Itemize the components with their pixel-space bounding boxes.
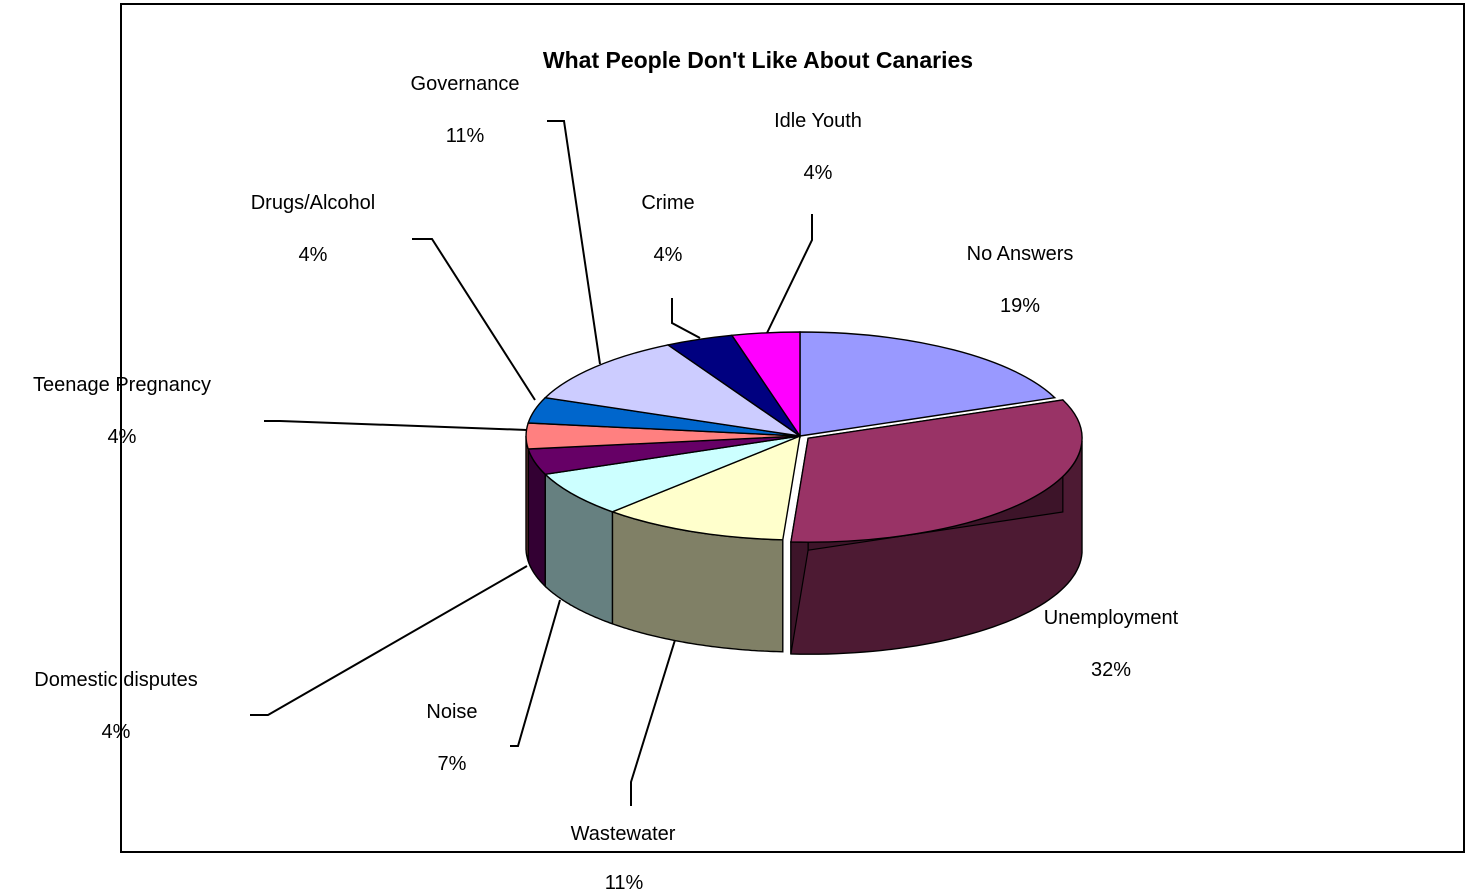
pie-slice-unemployment <box>790 399 1083 543</box>
leader-line-crime <box>671 298 701 339</box>
chart-title: What People Don't Like About Canaries <box>543 47 973 73</box>
slice-value-teenage-pregnancy: 4% <box>108 426 137 448</box>
slice-label-unemployment: Unemployment <box>1044 607 1179 629</box>
slice-value-idle-youth: 4% <box>804 162 833 184</box>
slice-label-drugs-alcohol: Drugs/Alcohol <box>251 192 376 214</box>
slice-label-governance: Governance <box>411 73 520 95</box>
leader-line-domestic-disputes <box>250 565 528 716</box>
data-labels: No Answers 19% Unemployment 32% Wastewater 11… <box>33 73 1179 894</box>
slice-label-noise: Noise <box>426 701 477 723</box>
slice-label-no-answers: No Answers <box>967 243 1074 265</box>
leader-line-noise <box>510 599 561 747</box>
pie-slice-no-answers <box>799 331 1057 437</box>
slice-label-domestic-disputes: Domestic disputes <box>34 669 197 691</box>
slice-value-governance: 11% <box>446 125 485 147</box>
slice-label-wastewater: Wastewater <box>571 823 676 845</box>
leader-line-idle-youth <box>766 214 813 334</box>
pie-slice-governance <box>543 344 801 437</box>
leader-line-governance <box>547 120 601 365</box>
pie-side-teenage-pregnancy <box>525 436 529 562</box>
slice-value-unemployment: 32% <box>1091 659 1131 681</box>
pie-slice-wastewater <box>610 434 801 541</box>
leader-lines <box>250 120 813 806</box>
leader-line-wastewater <box>630 639 676 806</box>
slice-label-crime: Crime <box>641 192 694 214</box>
pie-slice-noise <box>543 435 801 513</box>
slice-value-drugs-alcohol: 4% <box>299 244 328 266</box>
slice-value-domestic-disputes: 4% <box>102 721 131 743</box>
pie-slice-idle-youth <box>730 331 801 439</box>
slice-value-noise: 7% <box>438 753 467 775</box>
slice-value-crime: 4% <box>654 244 683 266</box>
leader-line-teenage-pregnancy <box>264 420 528 431</box>
pie-top-faces <box>525 331 1083 543</box>
slice-label-idle-youth: Idle Youth <box>774 110 862 132</box>
slice-value-wastewater: 11% <box>605 872 644 894</box>
slice-value-no-answers: 19% <box>1000 295 1040 317</box>
leader-line-drugs-alcohol <box>412 238 536 401</box>
slice-label-teenage-pregnancy: Teenage Pregnancy <box>33 374 211 396</box>
